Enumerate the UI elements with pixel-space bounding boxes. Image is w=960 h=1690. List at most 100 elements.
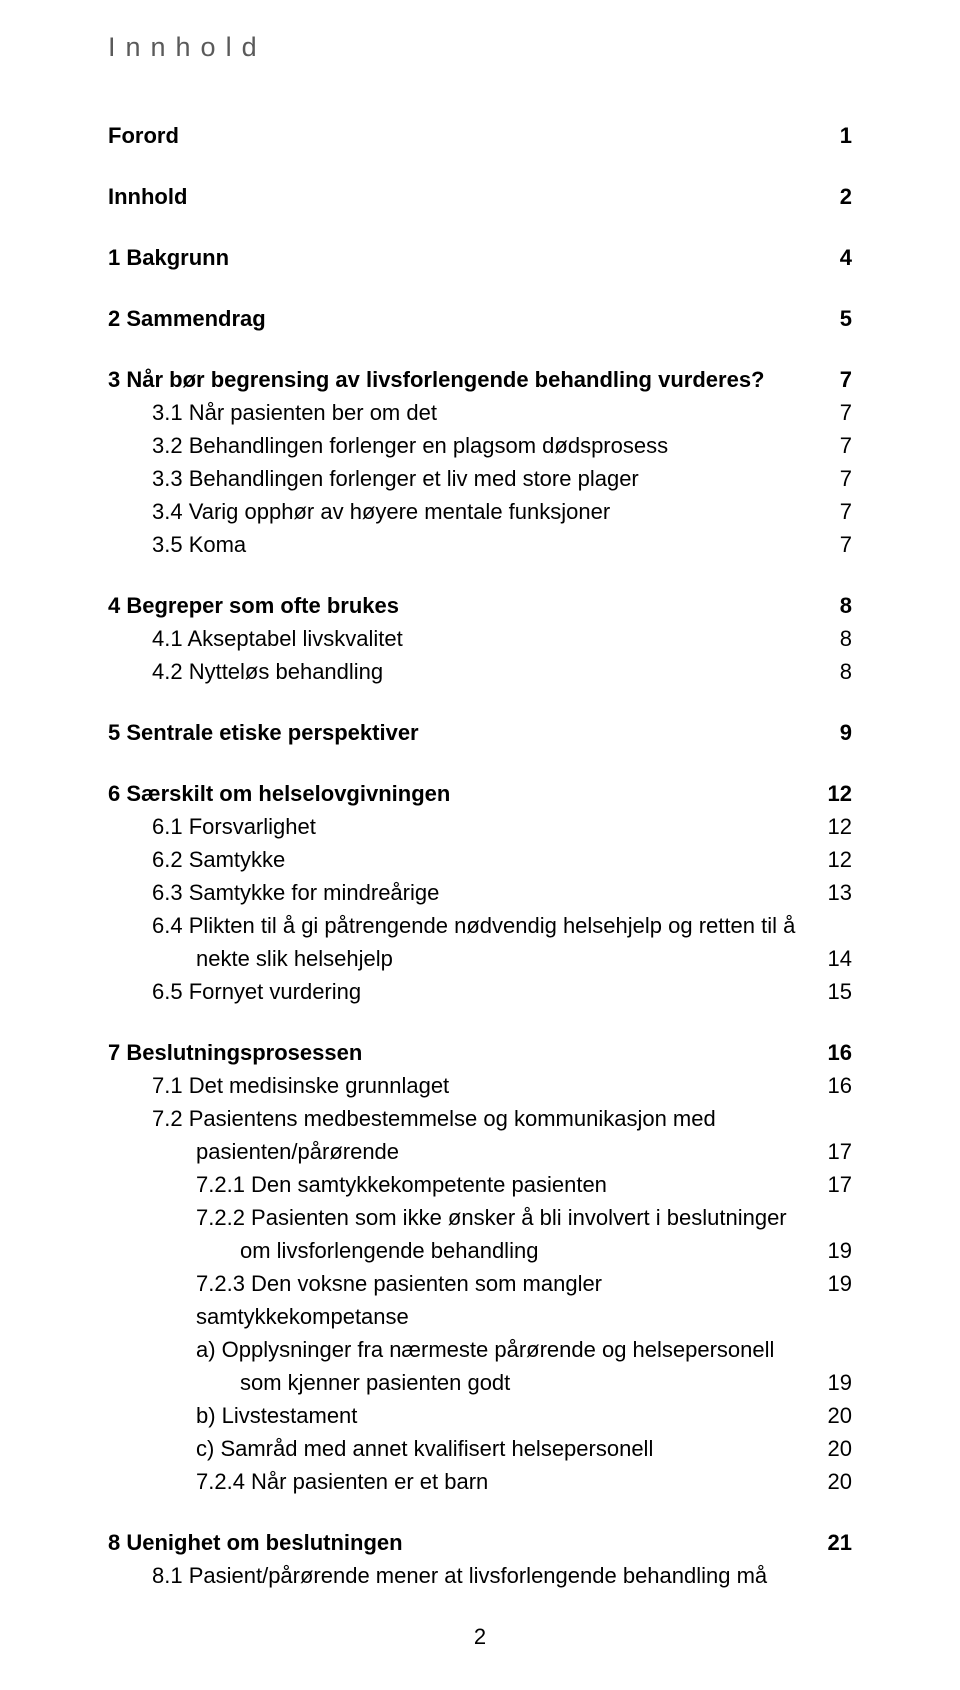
spacer <box>108 1498 852 1526</box>
toc-page-number: 16 <box>828 1036 852 1069</box>
toc-page-number: 7 <box>840 528 852 561</box>
toc-page-number: 19 <box>828 1267 852 1300</box>
toc-label: 4 Begreper som ofte brukes <box>108 589 840 622</box>
toc-row: 5 Sentrale etiske perspektiver9 <box>108 716 852 749</box>
toc-page-number: 20 <box>828 1432 852 1465</box>
toc-page-number: 17 <box>828 1168 852 1201</box>
spacer <box>108 335 852 363</box>
toc-label: 6.4 Plikten til å gi påtrengende nødvend… <box>108 909 852 942</box>
spacer <box>108 1008 852 1036</box>
toc-row: 1 Bakgrunn4 <box>108 241 852 274</box>
toc-label: 4.1 Akseptabel livskvalitet <box>108 622 840 655</box>
toc-row: 4.1 Akseptabel livskvalitet8 <box>108 622 852 655</box>
spacer <box>108 274 852 302</box>
toc-label: a) Opplysninger fra nærmeste pårørende o… <box>108 1333 852 1366</box>
toc-row: b) Livstestament20 <box>108 1399 852 1432</box>
toc-row: om livsforlengende behandling19 <box>108 1234 852 1267</box>
toc-page-number: 15 <box>828 975 852 1008</box>
toc-row: 6.5 Fornyet vurdering15 <box>108 975 852 1008</box>
toc-row: 4.2 Nytteløs behandling8 <box>108 655 852 688</box>
toc-label: 7 Beslutningsprosessen <box>108 1036 828 1069</box>
toc-label: Innhold <box>108 180 840 213</box>
toc-page-number: 19 <box>828 1366 852 1399</box>
toc-label: Forord <box>108 119 840 152</box>
toc-label: 6 Særskilt om helselovgivningen <box>108 777 828 810</box>
toc-row: 3 Når bør begrensing av livsforlengende … <box>108 363 852 396</box>
toc-page-number: 13 <box>828 876 852 909</box>
toc-label: 6.2 Samtykke <box>108 843 828 876</box>
toc-label: 7.2 Pasientens medbestemmelse og kommuni… <box>108 1102 852 1135</box>
toc-page-number: 21 <box>828 1526 852 1559</box>
toc-row: 7.1 Det medisinske grunnlaget16 <box>108 1069 852 1102</box>
toc-label: 5 Sentrale etiske perspektiver <box>108 716 840 749</box>
toc-label: b) Livstestament <box>108 1399 828 1432</box>
toc-row: 3.1 Når pasienten ber om det7 <box>108 396 852 429</box>
toc-row: nekte slik helsehjelp14 <box>108 942 852 975</box>
toc-row: Innhold2 <box>108 180 852 213</box>
toc-row: 6.1 Forsvarlighet12 <box>108 810 852 843</box>
toc-label: om livsforlengende behandling <box>108 1234 828 1267</box>
toc-row: 8 Uenighet om beslutningen21 <box>108 1526 852 1559</box>
toc-row: 7.2.3 Den voksne pasienten som mangler s… <box>108 1267 852 1333</box>
toc-label: 7.1 Det medisinske grunnlaget <box>108 1069 828 1102</box>
toc-page-number: 7 <box>840 429 852 462</box>
toc-row: 4 Begreper som ofte brukes8 <box>108 589 852 622</box>
toc-page-number: 16 <box>828 1069 852 1102</box>
toc-page-number: 12 <box>828 843 852 876</box>
toc-row: a) Opplysninger fra nærmeste pårørende o… <box>108 1333 852 1366</box>
toc-label: 1 Bakgrunn <box>108 241 840 274</box>
spacer <box>108 213 852 241</box>
toc-row: 2 Sammendrag5 <box>108 302 852 335</box>
toc-list: Forord1Innhold21 Bakgrunn42 Sammendrag53… <box>108 119 852 1592</box>
toc-row: 3.3 Behandlingen forlenger et liv med st… <box>108 462 852 495</box>
toc-page-number: 2 <box>840 180 852 213</box>
spacer <box>108 749 852 777</box>
toc-page-number: 7 <box>840 363 852 396</box>
toc-label: 3.3 Behandlingen forlenger et liv med st… <box>108 462 840 495</box>
toc-label: 7.2.2 Pasienten som ikke ønsker å bli in… <box>108 1201 852 1234</box>
toc-row: 7.2.2 Pasienten som ikke ønsker å bli in… <box>108 1201 852 1234</box>
toc-row: 6.3 Samtykke for mindreårige13 <box>108 876 852 909</box>
toc-page-number: 7 <box>840 396 852 429</box>
toc-page-number: 14 <box>828 942 852 975</box>
page-title: Innhold <box>108 32 852 63</box>
spacer <box>108 152 852 180</box>
page-number: 2 <box>108 1624 852 1650</box>
toc-page-number: 8 <box>840 655 852 688</box>
toc-page-number: 4 <box>840 241 852 274</box>
toc-row: som kjenner pasienten godt19 <box>108 1366 852 1399</box>
toc-row: 7.2.4 Når pasienten er et barn20 <box>108 1465 852 1498</box>
toc-row: 3.5 Koma7 <box>108 528 852 561</box>
toc-page-number: 9 <box>840 716 852 749</box>
toc-row: 6.2 Samtykke12 <box>108 843 852 876</box>
toc-page-number: 8 <box>840 622 852 655</box>
toc-label: 7.2.4 Når pasienten er et barn <box>108 1465 828 1498</box>
toc-label: 4.2 Nytteløs behandling <box>108 655 840 688</box>
toc-label: 3.4 Varig opphør av høyere mentale funks… <box>108 495 840 528</box>
toc-label: 3.1 Når pasienten ber om det <box>108 396 840 429</box>
toc-page-number: 8 <box>840 589 852 622</box>
toc-row: 7.2.1 Den samtykkekompetente pasienten17 <box>108 1168 852 1201</box>
toc-label: 6.3 Samtykke for mindreårige <box>108 876 828 909</box>
toc-label: c) Samråd med annet kvalifisert helseper… <box>108 1432 828 1465</box>
toc-page-number: 5 <box>840 302 852 335</box>
toc-label: nekte slik helsehjelp <box>108 942 828 975</box>
toc-row: 7.2 Pasientens medbestemmelse og kommuni… <box>108 1102 852 1135</box>
toc-label: 2 Sammendrag <box>108 302 840 335</box>
toc-row: 7 Beslutningsprosessen16 <box>108 1036 852 1069</box>
toc-page-number: 19 <box>828 1234 852 1267</box>
toc-label: 3.2 Behandlingen forlenger en plagsom dø… <box>108 429 840 462</box>
toc-label: 3.5 Koma <box>108 528 840 561</box>
toc-row: c) Samråd med annet kvalifisert helseper… <box>108 1432 852 1465</box>
toc-row: 3.2 Behandlingen forlenger en plagsom dø… <box>108 429 852 462</box>
toc-page-number: 7 <box>840 495 852 528</box>
toc-label: som kjenner pasienten godt <box>108 1366 828 1399</box>
page-container: Innhold Forord1Innhold21 Bakgrunn42 Samm… <box>0 0 960 1690</box>
toc-page-number: 12 <box>828 810 852 843</box>
toc-row: 6 Særskilt om helselovgivningen12 <box>108 777 852 810</box>
toc-row: Forord1 <box>108 119 852 152</box>
toc-label: 7.2.1 Den samtykkekompetente pasienten <box>108 1168 828 1201</box>
toc-page-number: 7 <box>840 462 852 495</box>
toc-page-number: 20 <box>828 1465 852 1498</box>
toc-label: 6.5 Fornyet vurdering <box>108 975 828 1008</box>
